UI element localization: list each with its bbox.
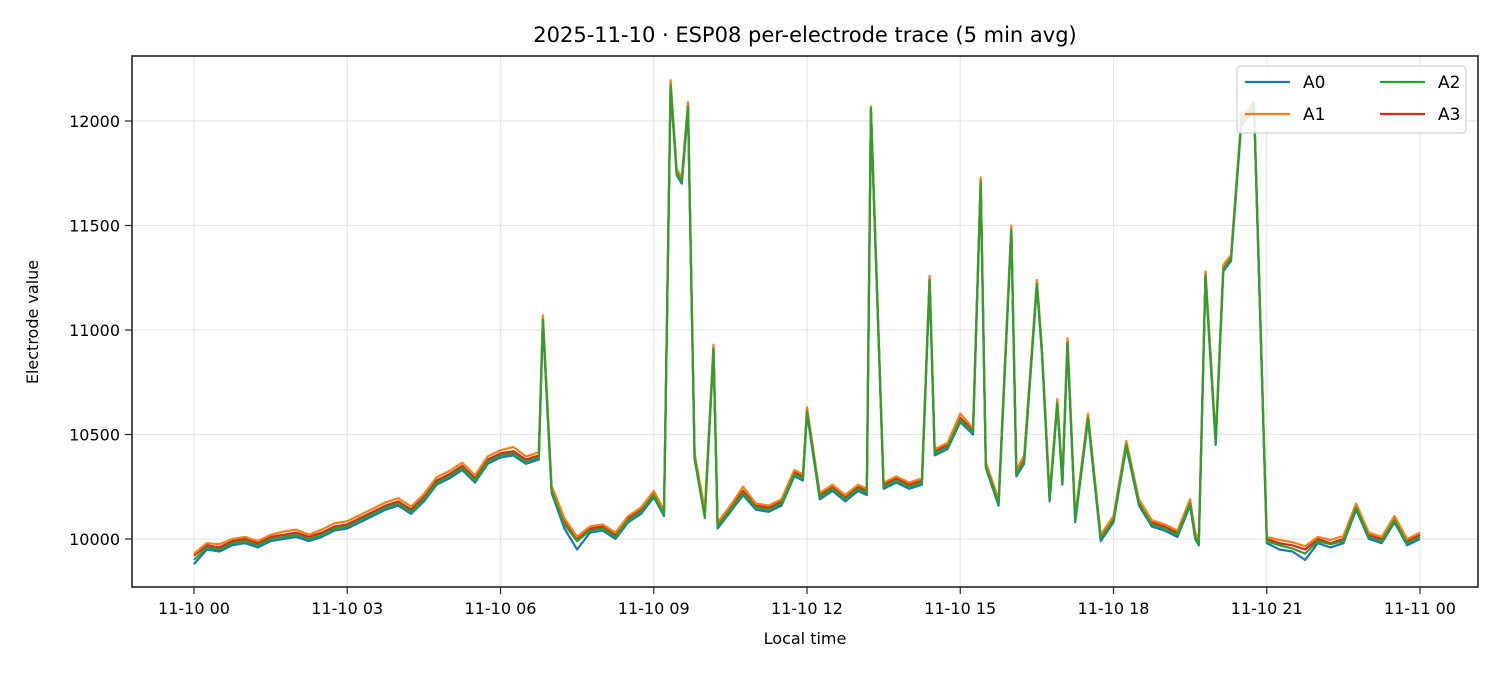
x-tick-label: 11-10 15 — [924, 599, 996, 618]
x-axis-ticks: 11-10 00 11-10 03 11-10 06 11-10 09 11-10 12… — [158, 587, 1456, 618]
legend-label-a1: A1 — [1303, 105, 1325, 125]
y-tick-label: 11500 — [69, 217, 120, 236]
plot-frame — [131, 55, 1479, 588]
legend: A0 A1 A2 A3 — [1236, 65, 1467, 134]
y-tick-label: 10500 — [69, 426, 120, 445]
legend-label-a0: A0 — [1303, 73, 1325, 93]
x-tick-label: 11-10 00 — [158, 599, 230, 618]
x-tick-label: 11-10 06 — [465, 599, 537, 618]
chart-title: 2025-11-10 · ESP08 per-electrode trace (… — [533, 23, 1076, 47]
y-axis-ticks: 10000 10500 11000 11500 12000 — [69, 112, 132, 549]
x-tick-label: 11-10 03 — [311, 599, 383, 618]
y-tick-label: 12000 — [69, 112, 120, 131]
x-tick-label: 11-10 09 — [618, 599, 690, 618]
y-tick-label: 10000 — [69, 530, 120, 549]
grid-lines — [132, 56, 1478, 587]
x-axis-label: Local time — [764, 629, 847, 648]
x-tick-label: 11-10 18 — [1078, 599, 1150, 618]
x-tick-label: 11-10 12 — [771, 599, 843, 618]
y-tick-label: 11000 — [69, 321, 120, 340]
legend-label-a2: A2 — [1438, 73, 1460, 93]
y-axis-label: Electrode value — [23, 260, 42, 384]
legend-label-a3: A3 — [1438, 105, 1460, 125]
x-tick-label: 11-10 21 — [1231, 599, 1303, 618]
x-tick-label: 11-11 00 — [1384, 599, 1456, 618]
series-lines — [193, 79, 1421, 565]
series-line-a2 — [193, 84, 1421, 561]
